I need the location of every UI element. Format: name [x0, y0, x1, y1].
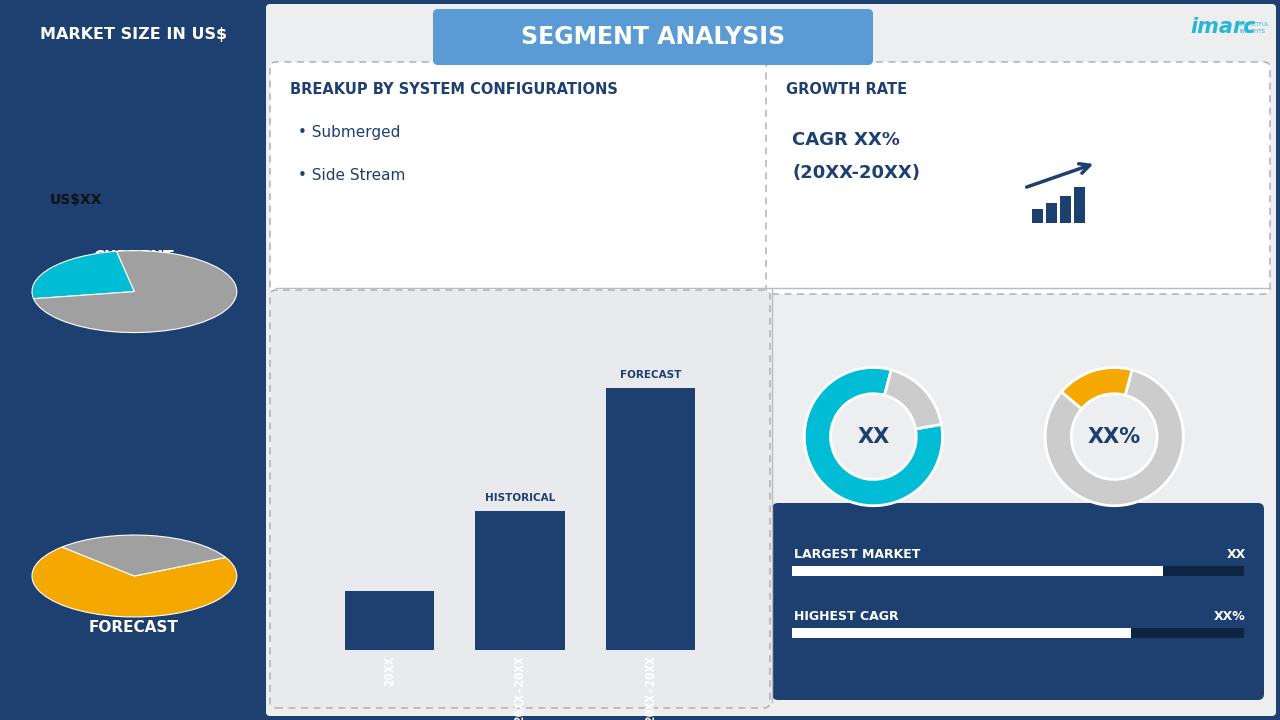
- Text: (20XX-20XX): (20XX-20XX): [792, 164, 920, 182]
- Wedge shape: [804, 367, 942, 505]
- Text: CAGR XX%: CAGR XX%: [792, 131, 900, 149]
- Wedge shape: [61, 535, 225, 576]
- FancyArrowPatch shape: [1027, 163, 1089, 187]
- Wedge shape: [32, 547, 237, 617]
- Bar: [605, 387, 695, 650]
- FancyBboxPatch shape: [772, 503, 1265, 700]
- Wedge shape: [1046, 370, 1184, 505]
- FancyBboxPatch shape: [1046, 203, 1057, 223]
- Text: XX%: XX%: [1088, 426, 1140, 446]
- Text: • Side Stream: • Side Stream: [298, 168, 406, 182]
- Text: US$XX: US$XX: [50, 193, 102, 207]
- FancyBboxPatch shape: [772, 296, 1265, 702]
- Text: FORECAST: FORECAST: [620, 369, 681, 379]
- FancyBboxPatch shape: [765, 62, 1270, 294]
- FancyBboxPatch shape: [0, 0, 268, 720]
- Text: BREAKUP BY SYSTEM CONFIGURATIONS: BREAKUP BY SYSTEM CONFIGURATIONS: [291, 83, 618, 97]
- FancyBboxPatch shape: [1074, 187, 1085, 223]
- Wedge shape: [32, 251, 134, 299]
- Text: HIGHEST CAGR: HIGHEST CAGR: [794, 610, 899, 623]
- Bar: [475, 510, 564, 650]
- Text: IMPACTFUL
INSIGHTS: IMPACTFUL INSIGHTS: [1240, 22, 1270, 34]
- FancyBboxPatch shape: [1060, 196, 1071, 223]
- Text: FORECAST: FORECAST: [90, 621, 179, 636]
- FancyBboxPatch shape: [433, 9, 873, 65]
- Text: imarc: imarc: [1190, 17, 1256, 37]
- FancyBboxPatch shape: [792, 628, 1244, 638]
- FancyBboxPatch shape: [270, 62, 771, 294]
- Text: MARKET SIZE IN US$: MARKET SIZE IN US$: [41, 27, 228, 42]
- FancyBboxPatch shape: [792, 566, 1162, 576]
- Bar: [344, 591, 434, 650]
- FancyBboxPatch shape: [792, 566, 1244, 576]
- Text: GROWTH RATE: GROWTH RATE: [786, 83, 908, 97]
- FancyBboxPatch shape: [266, 4, 1276, 716]
- Text: XX%: XX%: [1215, 610, 1245, 623]
- FancyBboxPatch shape: [792, 628, 1132, 638]
- Text: XX: XX: [858, 426, 890, 446]
- Text: SEGMENT ANALYSIS: SEGMENT ANALYSIS: [521, 25, 785, 49]
- Text: HISTORICAL: HISTORICAL: [485, 492, 556, 503]
- Text: CURRENT: CURRENT: [93, 251, 174, 266]
- Text: XX: XX: [1226, 547, 1245, 560]
- Wedge shape: [884, 370, 941, 429]
- FancyBboxPatch shape: [1032, 209, 1043, 223]
- Wedge shape: [1061, 367, 1132, 409]
- Text: LARGEST MARKET: LARGEST MARKET: [794, 547, 920, 560]
- Text: US$XX: US$XX: [50, 558, 102, 572]
- Wedge shape: [33, 251, 237, 333]
- FancyBboxPatch shape: [270, 290, 771, 708]
- Text: • Submerged: • Submerged: [298, 125, 401, 140]
